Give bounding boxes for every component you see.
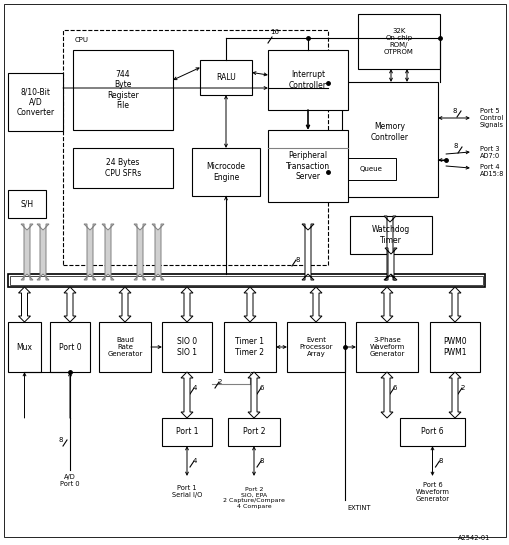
Text: 8: 8 (453, 143, 458, 149)
Text: Microcode
Engine: Microcode Engine (206, 162, 245, 181)
Text: 16: 16 (270, 29, 279, 35)
Text: EXTINT: EXTINT (346, 505, 370, 511)
FancyBboxPatch shape (223, 322, 275, 372)
FancyBboxPatch shape (73, 50, 173, 130)
FancyBboxPatch shape (8, 190, 46, 218)
Text: Port 1: Port 1 (176, 427, 198, 437)
Text: 2: 2 (460, 385, 464, 391)
FancyBboxPatch shape (349, 216, 431, 254)
Polygon shape (84, 224, 96, 280)
FancyBboxPatch shape (8, 322, 41, 372)
Text: PWM0
PWM1: PWM0 PWM1 (442, 337, 466, 356)
Text: 8: 8 (295, 257, 300, 263)
Polygon shape (64, 287, 76, 322)
FancyBboxPatch shape (429, 322, 479, 372)
FancyBboxPatch shape (267, 50, 347, 110)
Text: 4: 4 (192, 458, 197, 464)
FancyBboxPatch shape (162, 418, 212, 446)
FancyBboxPatch shape (8, 73, 63, 131)
Text: RALU: RALU (216, 73, 235, 82)
Polygon shape (448, 287, 460, 322)
Polygon shape (383, 216, 395, 280)
FancyBboxPatch shape (355, 322, 417, 372)
FancyBboxPatch shape (357, 14, 439, 69)
Text: Timer 1
Timer 2: Timer 1 Timer 2 (235, 337, 264, 356)
Polygon shape (181, 287, 192, 322)
Polygon shape (380, 287, 392, 322)
FancyBboxPatch shape (191, 148, 260, 196)
FancyBboxPatch shape (342, 82, 437, 197)
Polygon shape (301, 224, 314, 280)
FancyBboxPatch shape (287, 322, 344, 372)
Text: 2: 2 (217, 379, 222, 385)
Text: 4: 4 (192, 385, 197, 391)
Text: Mux: Mux (16, 342, 33, 352)
Text: Port 0: Port 0 (59, 342, 81, 352)
FancyBboxPatch shape (63, 30, 327, 265)
Text: 6: 6 (259, 385, 264, 391)
Text: 8: 8 (59, 437, 63, 443)
FancyBboxPatch shape (10, 276, 482, 285)
Polygon shape (37, 224, 49, 280)
FancyBboxPatch shape (345, 158, 395, 180)
Text: 744
Byte
Register
File: 744 Byte Register File (107, 70, 138, 110)
Text: Event
Processor
Array: Event Processor Array (299, 337, 332, 357)
Polygon shape (309, 287, 321, 322)
Polygon shape (384, 248, 396, 280)
FancyBboxPatch shape (228, 418, 279, 446)
Text: CPU: CPU (75, 37, 89, 43)
Text: Memory
Controller: Memory Controller (370, 122, 408, 142)
FancyBboxPatch shape (162, 322, 212, 372)
Text: 8: 8 (259, 458, 264, 464)
Text: Interrupt
Controller: Interrupt Controller (289, 70, 326, 90)
FancyBboxPatch shape (99, 322, 151, 372)
Text: Port 2: Port 2 (242, 427, 265, 437)
Text: 32K
On-chip
ROM/
OTPROM: 32K On-chip ROM/ OTPROM (383, 28, 413, 55)
Polygon shape (243, 287, 256, 322)
Text: Port 3
AD7:0: Port 3 AD7:0 (479, 146, 499, 159)
FancyBboxPatch shape (73, 148, 173, 188)
Text: Watchdog
Timer: Watchdog Timer (371, 225, 409, 245)
Text: Port 6
Waveform
Generator: Port 6 Waveform Generator (415, 482, 448, 502)
Text: A/D
Port 0: A/D Port 0 (60, 474, 79, 487)
Text: Port 1
Serial I/O: Port 1 Serial I/O (172, 486, 202, 499)
Text: Port 5
Control
Signals: Port 5 Control Signals (479, 108, 503, 128)
Polygon shape (21, 224, 33, 280)
Polygon shape (18, 287, 31, 322)
FancyBboxPatch shape (399, 418, 464, 446)
Polygon shape (181, 372, 192, 418)
Polygon shape (134, 224, 146, 280)
Text: Port 6: Port 6 (420, 427, 443, 437)
Text: A2542-01: A2542-01 (457, 535, 489, 541)
Polygon shape (448, 372, 460, 418)
Polygon shape (102, 224, 114, 280)
FancyBboxPatch shape (200, 60, 251, 95)
Text: Queue: Queue (359, 166, 382, 172)
Text: 3-Phase
Waveform
Generator: 3-Phase Waveform Generator (369, 337, 404, 357)
FancyBboxPatch shape (267, 130, 347, 202)
FancyBboxPatch shape (50, 322, 90, 372)
Text: Port 4
AD15:8: Port 4 AD15:8 (479, 164, 503, 177)
FancyBboxPatch shape (8, 274, 484, 287)
Polygon shape (152, 224, 164, 280)
Text: S/H: S/H (20, 199, 34, 209)
Text: Baud
Rate
Generator: Baud Rate Generator (107, 337, 143, 357)
Text: 8/10-Bit
A/D
Converter: 8/10-Bit A/D Converter (16, 87, 54, 117)
Text: Port 2
SIO, EPA
2 Capture/Compare
4 Compare: Port 2 SIO, EPA 2 Capture/Compare 4 Comp… (222, 487, 285, 509)
Text: 8: 8 (437, 458, 442, 464)
Polygon shape (380, 372, 392, 418)
Polygon shape (119, 287, 131, 322)
Polygon shape (247, 372, 260, 418)
Text: 24 Bytes
CPU SFRs: 24 Bytes CPU SFRs (105, 158, 141, 178)
Text: 6: 6 (392, 385, 397, 391)
Text: Peripheral
Transaction
Server: Peripheral Transaction Server (286, 151, 329, 181)
Text: 8: 8 (452, 108, 457, 114)
Text: SIO 0
SIO 1: SIO 0 SIO 1 (177, 337, 196, 356)
